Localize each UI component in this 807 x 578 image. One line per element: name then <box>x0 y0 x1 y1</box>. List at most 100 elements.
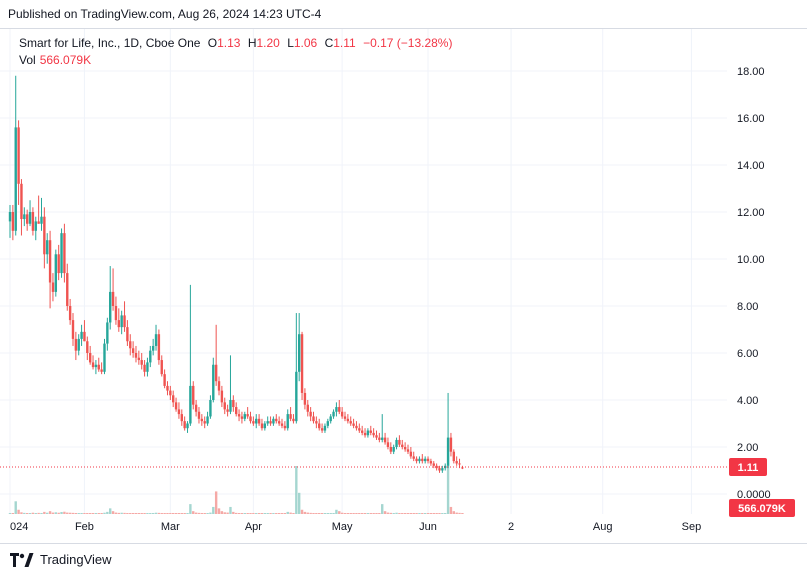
volume-tag: 566.079K <box>738 503 786 515</box>
candle-body <box>20 183 23 220</box>
candle-body <box>449 437 453 452</box>
volume-bar <box>137 513 141 514</box>
volume-bar <box>174 513 178 514</box>
candle-body <box>174 402 178 410</box>
volume-bar <box>320 513 324 514</box>
y-tick-label: 16.00 <box>737 113 765 125</box>
candle-body <box>149 350 152 363</box>
volume-bar <box>252 513 255 514</box>
volume-bar <box>326 513 330 514</box>
volume-bar <box>426 513 430 514</box>
candle-body <box>46 240 49 255</box>
candle-body <box>189 385 192 424</box>
candle-body <box>277 421 281 424</box>
volume-bar <box>349 513 352 514</box>
candle-body <box>206 416 209 424</box>
candle-body <box>289 414 292 419</box>
candle-body <box>444 465 447 469</box>
candle-body <box>403 447 407 450</box>
x-tick-label: 2 <box>508 521 514 533</box>
ohlc-legend: Smart for Life, Inc., 1D, Cboe One O1.13… <box>19 36 452 50</box>
candle-body <box>186 423 189 429</box>
volume-bar <box>54 512 58 514</box>
candle-body <box>57 254 60 274</box>
candle-body <box>240 416 244 419</box>
candle-body <box>220 390 224 403</box>
volume-bar <box>66 512 69 514</box>
candle-body <box>318 423 321 429</box>
publish-info: Published on TradingView.com, Aug 26, 20… <box>8 7 322 21</box>
volume-bar <box>63 511 66 514</box>
volume-bar <box>266 513 269 514</box>
candle-body <box>426 458 430 462</box>
candle-body <box>438 468 441 471</box>
volume-bar <box>461 513 464 514</box>
candle-body <box>31 212 35 231</box>
volume-bar <box>409 513 413 514</box>
volume-bar <box>338 511 341 514</box>
candle-body <box>383 437 387 443</box>
candle-body <box>192 385 195 405</box>
candle-body <box>77 338 80 351</box>
candle-body <box>295 371 298 422</box>
volume-bar <box>429 513 433 514</box>
candle-body <box>375 435 378 438</box>
volume-bar <box>226 512 229 514</box>
candle-body <box>280 423 284 426</box>
y-tick-label: 0.0000 <box>737 489 771 501</box>
candle-body <box>51 282 55 292</box>
volume-bar <box>343 513 347 514</box>
candle-body <box>197 411 201 419</box>
volume-bar <box>209 512 212 514</box>
volume-bar <box>51 512 55 514</box>
candle-body <box>217 381 221 391</box>
candle-body <box>134 353 138 358</box>
volume-bar <box>300 509 304 514</box>
low-label: L <box>287 36 294 50</box>
volume-bar <box>332 513 335 514</box>
candle-body <box>372 432 375 436</box>
candle-body <box>349 421 352 424</box>
candle-body <box>229 400 232 412</box>
volume-bar <box>48 511 52 514</box>
candle-body <box>43 216 46 255</box>
time-axis: 024 Feb Mar Apr May Jun 2 Aug Sep <box>10 521 701 533</box>
volume-bar <box>306 512 309 514</box>
candle-body <box>269 421 272 424</box>
candle-body <box>329 416 332 422</box>
y-tick-label: 6.00 <box>737 348 758 360</box>
candle-body <box>249 416 252 422</box>
y-tick-label: 12.00 <box>737 207 765 219</box>
candle-body <box>25 214 29 224</box>
volume-bar <box>323 513 327 514</box>
candle-body <box>120 315 123 328</box>
candle-body <box>140 360 143 365</box>
candle-body <box>352 423 355 426</box>
volume-bar <box>444 513 447 514</box>
candle-body <box>60 233 63 274</box>
candle-body <box>48 240 52 283</box>
candle-body <box>255 418 258 424</box>
volume-bar <box>166 513 169 514</box>
volume-bar <box>106 511 109 514</box>
candle-body <box>54 254 58 292</box>
y-tick-label: 2.00 <box>737 442 758 454</box>
footer[interactable]: TradingView <box>10 552 112 567</box>
volume-bar <box>352 513 355 514</box>
volume-bar <box>234 512 238 514</box>
volume-bar <box>23 512 26 514</box>
candle-body <box>257 418 261 424</box>
volume-bar <box>223 512 226 514</box>
candle-body <box>200 418 204 422</box>
volume-bar <box>86 513 89 514</box>
candle-body <box>320 428 324 431</box>
volume-bar <box>403 513 407 514</box>
volume-bar <box>160 513 163 514</box>
volume-bar <box>109 508 112 514</box>
volume-bar <box>14 501 17 514</box>
volume-bar <box>398 513 401 514</box>
x-tick-label: Mar <box>161 521 180 533</box>
candle-body <box>306 404 309 412</box>
x-tick-label: 024 <box>10 521 28 533</box>
